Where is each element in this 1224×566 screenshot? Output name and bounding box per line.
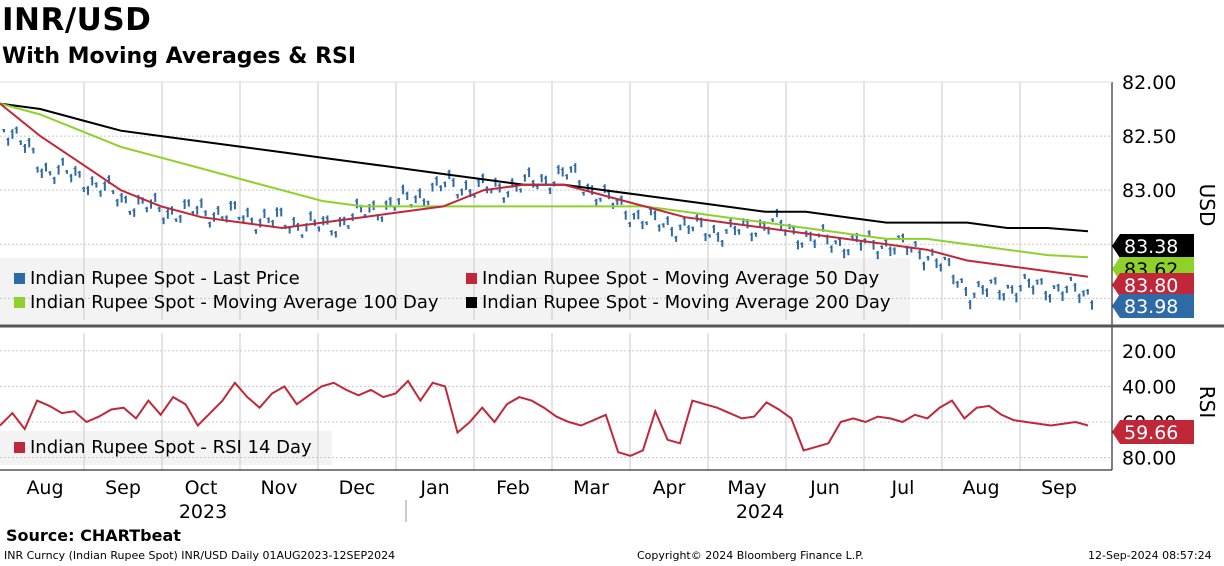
ma200-line	[0, 102, 1089, 233]
legend-swatch-ma200	[466, 297, 477, 308]
rsi-tick-label: 80.00	[1122, 448, 1176, 470]
x-tick-label: Sep	[105, 477, 141, 499]
legend-ma100: Indian Rupee Spot - Moving Average 100 D…	[14, 292, 439, 313]
label-price-bg	[1112, 294, 1194, 318]
label-rsi-text: 59.66	[1124, 422, 1178, 444]
x-tick-label: Sep	[1041, 477, 1077, 499]
x-tick-label: Jul	[891, 477, 915, 499]
rsi-line	[0, 379, 1089, 457]
legend-label-rsi: Indian Rupee Spot - RSI 14 Day	[30, 437, 312, 458]
label-ma50: 83.80	[1112, 273, 1194, 297]
label-ma200-bg	[1112, 234, 1194, 258]
chart-subtitle: With Moving Averages & RSI	[2, 44, 357, 69]
footer-right: 12-Sep-2024 08:57:24	[1088, 549, 1212, 562]
x-tick-label: Feb	[496, 477, 530, 499]
legend-label-ma100: Indian Rupee Spot - Moving Average 100 D…	[30, 292, 439, 313]
moving-average-lines	[0, 102, 1089, 278]
price-tick-label: 82.50	[1122, 126, 1176, 148]
footer-left: INR Curncy (Indian Rupee Spot) INR/USD D…	[4, 549, 396, 562]
chart-title: INR/USD	[2, 2, 152, 38]
x-tick-label: Mar	[573, 477, 609, 499]
legend-label-price: Indian Rupee Spot - Last Price	[30, 268, 300, 289]
source-note: Source: CHARTbeat	[6, 526, 181, 545]
x-tick-label: Aug	[26, 477, 63, 499]
x-tick-label: Oct	[185, 477, 218, 499]
label-price: 83.98	[1112, 294, 1194, 318]
ma100-line	[0, 102, 1089, 259]
rsi-line-path	[0, 379, 1089, 457]
x-tick-label: Jan	[419, 477, 449, 499]
legend-swatch-ma50	[466, 273, 477, 284]
rsi-tick-label: 20.00	[1122, 341, 1176, 363]
rsi-axis-title: RSI	[1195, 386, 1219, 419]
label-ma200-text: 83.38	[1124, 236, 1178, 258]
legend-label-ma50: Indian Rupee Spot - Moving Average 50 Da…	[482, 268, 880, 289]
x-tick-label: May	[727, 477, 766, 499]
legend-last-price: Indian Rupee Spot - Last Price	[14, 268, 300, 289]
x-tick-label: Apr	[653, 477, 686, 499]
label-ma200: 83.38	[1112, 234, 1194, 258]
year-label: 2024	[736, 501, 784, 523]
label-rsi: 59.66	[1112, 420, 1194, 444]
legend-box-rsi	[0, 431, 332, 465]
label-price-text: 83.98	[1124, 296, 1178, 318]
legend-swatch-rsi	[14, 442, 25, 453]
legend-swatch-price	[14, 273, 25, 284]
ma50-line	[0, 102, 1089, 278]
x-tick-label: Dec	[339, 477, 376, 499]
legend-label-ma200: Indian Rupee Spot - Moving Average 200 D…	[482, 292, 891, 313]
legend-box-price	[0, 258, 910, 324]
legend-swatch-ma100	[14, 297, 25, 308]
price-tick-label: 83.00	[1122, 180, 1176, 202]
rsi-tick-label: 40.00	[1122, 376, 1176, 398]
x-tick-label: Nov	[260, 477, 297, 499]
legend-ma50: Indian Rupee Spot - Moving Average 50 Da…	[466, 268, 879, 289]
footer-center: Copyright© 2024 Bloomberg Finance L.P.	[637, 549, 864, 562]
label-ma50-text: 83.80	[1124, 275, 1178, 297]
price-tick-label: 82.00	[1122, 72, 1176, 94]
price-axis-title: USD	[1195, 184, 1219, 227]
year-label: 2023	[179, 501, 227, 523]
x-tick-label: Aug	[962, 477, 999, 499]
x-tick-label: Jun	[809, 477, 840, 499]
legend-ma200: Indian Rupee Spot - Moving Average 200 D…	[466, 292, 891, 313]
label-ma50-bg	[1112, 273, 1194, 297]
legend-rsi: Indian Rupee Spot - RSI 14 Day	[14, 437, 312, 458]
label-rsi-bg	[1112, 420, 1194, 444]
